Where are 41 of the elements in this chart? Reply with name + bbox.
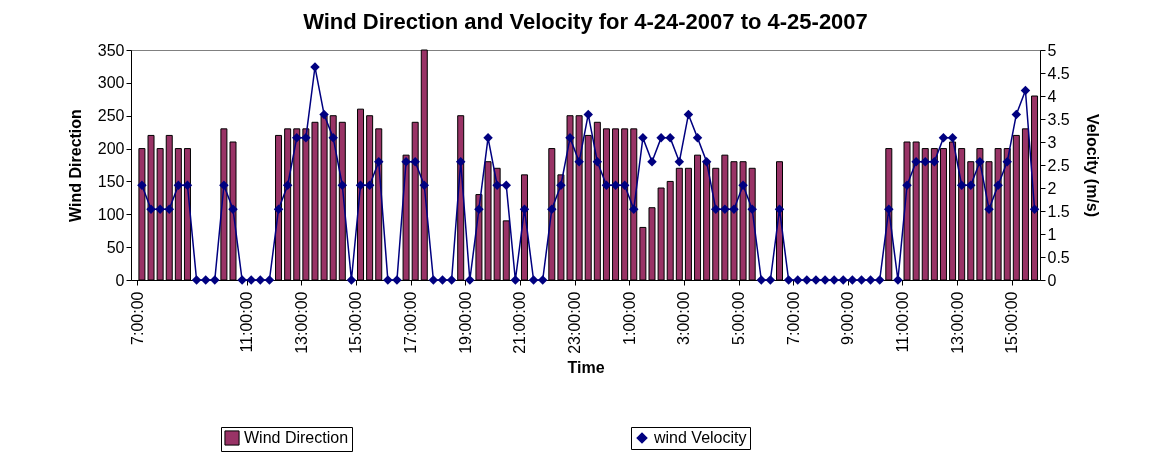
legend-label: wind Velocity <box>653 429 747 446</box>
y2-tick-label: 4.5 <box>1047 64 1070 82</box>
x-tick-label: 23:00:00 <box>566 291 584 354</box>
y-tick-label: 100 <box>97 205 125 223</box>
chart-title: Wind Direction and Velocity for 4-24-2007 to 4-25-2007 <box>303 9 868 34</box>
x-tick-label: 15:00:00 <box>1003 291 1021 354</box>
y-tick-label: 350 <box>97 41 125 59</box>
x-tick-label: 19:00:00 <box>456 291 474 354</box>
x-axis-title: Time <box>567 358 605 376</box>
x-tick-label: 11:00:00 <box>238 291 256 353</box>
x-tick-label: 15:00:00 <box>347 291 365 354</box>
x-tick-label: 11:00:00 <box>893 291 911 353</box>
x-tick-label: 3:00:00 <box>675 291 693 345</box>
y2-axis-title: Velocity (m/s) <box>1083 113 1101 218</box>
x-tick-label: 21:00:00 <box>511 291 529 354</box>
x-tick-label: 13:00:00 <box>292 291 310 354</box>
y2-tick-label: 0 <box>1047 271 1057 289</box>
legend-label: Wind Direction <box>244 429 349 446</box>
y-tick-label: 250 <box>97 107 125 125</box>
y2-tick-label: 4 <box>1047 87 1057 105</box>
y2-tick-label: 1 <box>1047 225 1057 243</box>
y2-tick-label: 3 <box>1047 133 1057 151</box>
y-tick-label: 200 <box>97 140 125 158</box>
x-tick-label: 7:00:00 <box>784 291 802 345</box>
y-tick-label: 150 <box>97 172 125 190</box>
y-tick-label: 50 <box>106 238 125 256</box>
x-tick-label: 17:00:00 <box>402 291 420 354</box>
x-tick-label: 1:00:00 <box>620 291 638 345</box>
x-tick-label: 13:00:00 <box>948 291 966 354</box>
y2-tick-label: 1.5 <box>1047 202 1070 220</box>
y2-tick-label: 2 <box>1047 179 1057 197</box>
y-tick-label: 300 <box>97 74 125 92</box>
x-tick-label: 7:00:00 <box>128 291 146 345</box>
y-tick-label: 0 <box>115 271 125 289</box>
y-axis-title: Wind Direction <box>66 109 84 222</box>
y2-tick-label: 3.5 <box>1047 110 1070 128</box>
x-tick-label: 9:00:00 <box>839 291 857 345</box>
x-tick-label: 5:00:00 <box>730 291 748 345</box>
y2-tick-label: 2.5 <box>1047 156 1070 174</box>
y2-tick-label: 5 <box>1047 41 1057 59</box>
y2-tick-label: 0.5 <box>1047 248 1070 266</box>
